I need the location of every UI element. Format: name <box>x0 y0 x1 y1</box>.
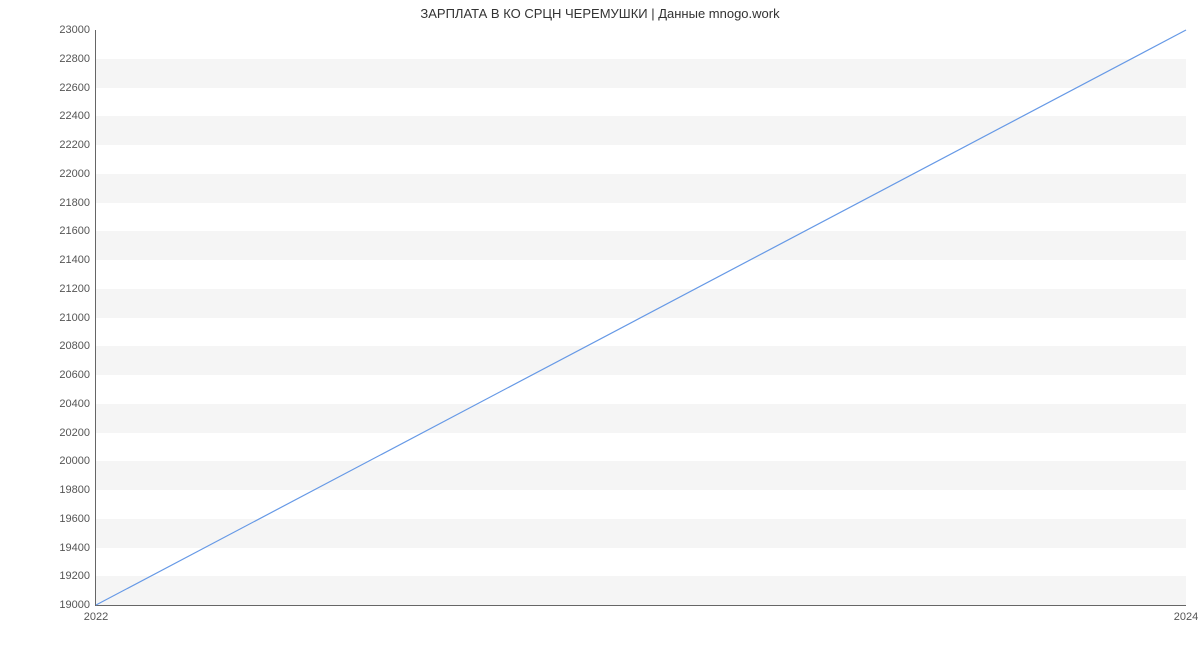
chart-title: ЗАРПЛАТА В КО СРЦН ЧЕРЕМУШКИ | Данные mn… <box>0 6 1200 21</box>
salary-line-chart: ЗАРПЛАТА В КО СРЦН ЧЕРЕМУШКИ | Данные mn… <box>0 0 1200 650</box>
y-tick-label: 23000 <box>59 24 90 36</box>
y-tick-label: 22200 <box>59 139 90 151</box>
plot-area: 1900019200194001960019800200002020020400… <box>95 30 1186 606</box>
y-tick-label: 19600 <box>59 513 90 525</box>
x-tick-label: 2024 <box>1174 611 1198 623</box>
y-tick-label: 21400 <box>59 254 90 266</box>
data-line <box>96 30 1186 605</box>
y-tick-label: 19400 <box>59 542 90 554</box>
y-tick-label: 22600 <box>59 82 90 94</box>
y-tick-label: 20200 <box>59 427 90 439</box>
y-tick-label: 19200 <box>59 570 90 582</box>
y-tick-label: 20400 <box>59 398 90 410</box>
y-tick-label: 21800 <box>59 197 90 209</box>
x-tick-label: 2022 <box>84 611 108 623</box>
y-tick-label: 19800 <box>59 484 90 496</box>
y-tick-label: 20000 <box>59 455 90 467</box>
y-tick-label: 20600 <box>59 369 90 381</box>
y-tick-label: 21600 <box>59 225 90 237</box>
y-tick-label: 21000 <box>59 312 90 324</box>
y-tick-label: 21200 <box>59 283 90 295</box>
y-tick-label: 22400 <box>59 110 90 122</box>
y-tick-label: 20800 <box>59 340 90 352</box>
y-tick-label: 19000 <box>59 599 90 611</box>
y-tick-label: 22000 <box>59 168 90 180</box>
y-tick-label: 22800 <box>59 53 90 65</box>
